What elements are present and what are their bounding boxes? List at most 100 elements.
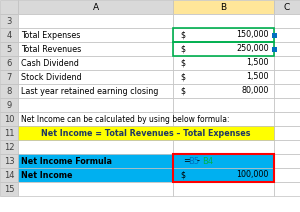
Bar bbox=[0, 182, 18, 196]
Text: 8: 8 bbox=[6, 86, 12, 95]
Bar bbox=[274, 182, 300, 196]
Bar bbox=[18, 126, 274, 140]
Text: 1,500: 1,500 bbox=[247, 73, 269, 81]
Bar bbox=[18, 70, 173, 84]
Bar bbox=[0, 98, 18, 112]
Bar bbox=[274, 42, 300, 56]
Text: 5: 5 bbox=[6, 45, 12, 53]
Bar bbox=[0, 70, 18, 84]
Text: 15: 15 bbox=[4, 184, 14, 194]
Bar bbox=[173, 154, 274, 182]
Bar bbox=[173, 168, 274, 182]
Text: $: $ bbox=[180, 170, 185, 180]
Text: Net Income can be calculated by using below formula:: Net Income can be calculated by using be… bbox=[21, 114, 230, 124]
Bar bbox=[0, 56, 18, 70]
Bar bbox=[173, 154, 274, 168]
Text: 3: 3 bbox=[6, 17, 12, 25]
Bar bbox=[173, 42, 274, 56]
Bar bbox=[173, 140, 274, 154]
Bar bbox=[18, 154, 173, 168]
Bar bbox=[173, 112, 274, 126]
Bar bbox=[18, 168, 173, 182]
Bar bbox=[173, 28, 274, 42]
Bar bbox=[272, 32, 277, 38]
Text: B: B bbox=[220, 3, 226, 11]
Bar bbox=[173, 42, 274, 56]
Text: $: $ bbox=[180, 31, 185, 39]
Bar bbox=[173, 84, 274, 98]
Bar bbox=[18, 56, 173, 70]
Bar bbox=[173, 56, 274, 70]
Bar bbox=[274, 84, 300, 98]
Bar bbox=[173, 28, 274, 42]
Text: 80,000: 80,000 bbox=[242, 86, 269, 95]
Bar bbox=[272, 46, 277, 52]
Text: Net Income: Net Income bbox=[21, 170, 73, 180]
Bar bbox=[274, 112, 300, 126]
Text: Net Income Formula: Net Income Formula bbox=[21, 156, 112, 166]
Bar bbox=[173, 98, 274, 112]
Bar bbox=[274, 56, 300, 70]
Bar bbox=[0, 140, 18, 154]
Bar bbox=[0, 168, 18, 182]
Bar bbox=[18, 182, 173, 196]
Bar bbox=[274, 154, 300, 168]
Bar bbox=[173, 126, 274, 140]
Bar bbox=[173, 14, 274, 28]
Text: B4: B4 bbox=[202, 156, 214, 166]
Bar bbox=[274, 0, 300, 14]
Bar bbox=[274, 14, 300, 28]
Text: 250,000: 250,000 bbox=[236, 45, 269, 53]
Text: $: $ bbox=[180, 59, 185, 67]
Text: =: = bbox=[183, 156, 190, 166]
Text: 9: 9 bbox=[6, 100, 12, 110]
Bar bbox=[18, 28, 173, 42]
Bar bbox=[0, 14, 18, 28]
Bar bbox=[18, 84, 173, 98]
Bar bbox=[0, 0, 18, 14]
Bar bbox=[18, 98, 173, 112]
Text: 150,000: 150,000 bbox=[236, 31, 269, 39]
Text: Net Income = Total Revenues – Total Expenses: Net Income = Total Revenues – Total Expe… bbox=[41, 128, 251, 138]
Text: 12: 12 bbox=[4, 142, 14, 152]
Bar bbox=[18, 126, 173, 140]
Bar bbox=[0, 84, 18, 98]
Bar bbox=[0, 126, 18, 140]
Text: -: - bbox=[197, 156, 200, 166]
Bar bbox=[173, 70, 274, 84]
Text: 6: 6 bbox=[6, 59, 12, 67]
Bar bbox=[0, 112, 18, 126]
Bar bbox=[0, 42, 18, 56]
Bar bbox=[173, 182, 274, 196]
Text: $: $ bbox=[180, 45, 185, 53]
Bar bbox=[0, 154, 18, 168]
Text: C: C bbox=[284, 3, 290, 11]
Text: 4: 4 bbox=[6, 31, 12, 39]
Bar bbox=[274, 70, 300, 84]
Text: Stock Dividend: Stock Dividend bbox=[21, 73, 82, 81]
Text: 1,500: 1,500 bbox=[247, 59, 269, 67]
Text: Last year retained earning closing: Last year retained earning closing bbox=[21, 86, 158, 95]
Bar bbox=[18, 42, 173, 56]
Text: 7: 7 bbox=[6, 73, 12, 81]
Bar bbox=[274, 140, 300, 154]
Bar bbox=[274, 126, 300, 140]
Text: Cash Dividend: Cash Dividend bbox=[21, 59, 79, 67]
Text: 100,000: 100,000 bbox=[237, 170, 269, 180]
Bar bbox=[18, 140, 173, 154]
Text: B5: B5 bbox=[188, 156, 200, 166]
Text: Total Expenses: Total Expenses bbox=[21, 31, 80, 39]
Text: 14: 14 bbox=[4, 170, 14, 180]
Text: $: $ bbox=[180, 73, 185, 81]
Text: 10: 10 bbox=[4, 114, 14, 124]
Text: $: $ bbox=[180, 86, 185, 95]
Text: 11: 11 bbox=[4, 128, 14, 138]
Bar bbox=[274, 28, 300, 42]
Bar bbox=[0, 28, 18, 42]
Bar bbox=[274, 98, 300, 112]
Text: Total Revenues: Total Revenues bbox=[21, 45, 81, 53]
Text: 13: 13 bbox=[4, 156, 14, 166]
Bar bbox=[18, 14, 173, 28]
Text: Net Income = Total Revenues – Total Expenses: Net Income = Total Revenues – Total Expe… bbox=[21, 128, 230, 138]
Bar bbox=[173, 0, 274, 14]
